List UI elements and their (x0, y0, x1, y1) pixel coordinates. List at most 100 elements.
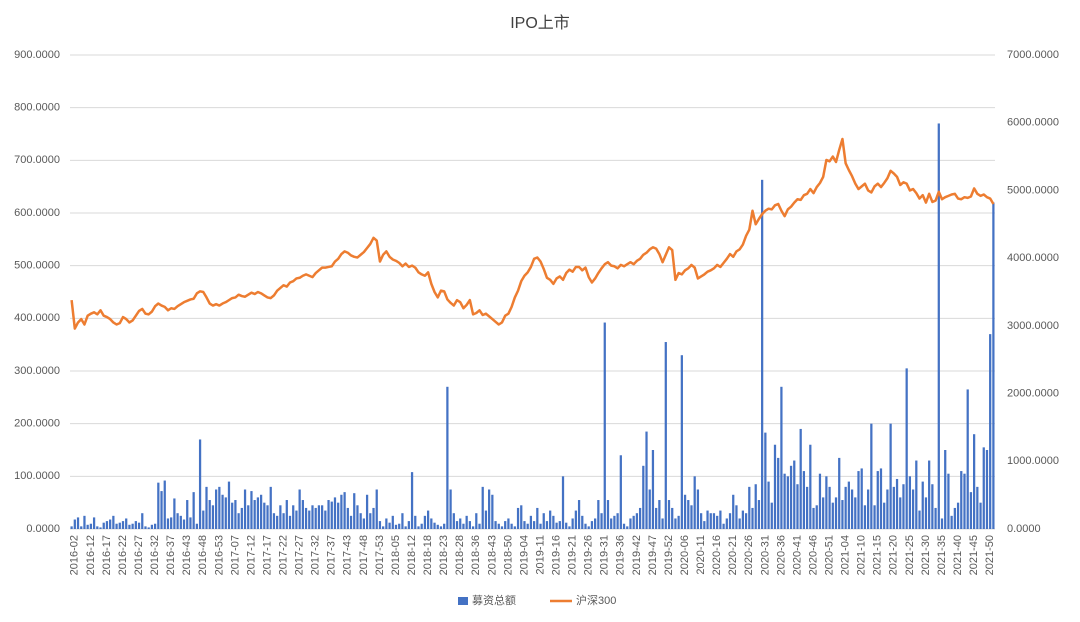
bar (144, 526, 147, 529)
bar (253, 500, 256, 529)
bar (314, 507, 317, 529)
bar (186, 500, 189, 529)
bar (584, 523, 587, 529)
bar (407, 521, 410, 529)
bar (834, 497, 838, 529)
bar (606, 500, 610, 529)
bar (577, 500, 581, 529)
bar (292, 505, 295, 529)
bar (667, 500, 671, 529)
bar (102, 522, 105, 529)
bar (594, 518, 597, 529)
bar (677, 515, 680, 529)
bar (443, 523, 446, 529)
bar (388, 522, 391, 529)
bar (979, 502, 982, 529)
bar (452, 513, 455, 529)
bar (850, 489, 854, 529)
bar (944, 450, 947, 529)
bar (96, 526, 99, 529)
bar (256, 497, 260, 529)
bar (989, 334, 992, 529)
bar (356, 505, 359, 529)
bar (398, 523, 401, 529)
bar (956, 502, 960, 529)
bar (449, 489, 452, 529)
y2-tick-label: 7000.0000 (1007, 49, 1059, 61)
bar (741, 510, 744, 529)
bar (744, 513, 748, 529)
bar (410, 472, 414, 529)
bar (343, 492, 346, 529)
y2-tick-label: 0.0000 (1007, 523, 1041, 535)
bar (446, 386, 449, 529)
bar (147, 527, 150, 529)
x-tick-label: 2018-12 (406, 535, 418, 575)
x-tick-label: 2019-42 (631, 535, 643, 575)
x-tick-label: 2021-45 (968, 535, 980, 575)
bar (555, 522, 558, 529)
x-tick-label: 2018-23 (438, 535, 450, 575)
bar (947, 473, 950, 529)
bar (324, 510, 327, 529)
bar (137, 522, 141, 529)
bar (661, 518, 664, 529)
bar (160, 491, 163, 529)
bar (635, 513, 639, 529)
bar (76, 517, 80, 529)
bar (221, 494, 224, 529)
bar (215, 489, 218, 529)
bar (552, 515, 555, 529)
bar (417, 526, 420, 529)
x-tick-label: 2019-36 (615, 535, 627, 575)
bar (751, 507, 754, 529)
bar (86, 524, 89, 529)
bar (378, 521, 382, 529)
bar (812, 507, 815, 529)
bar (163, 480, 166, 529)
bar (507, 518, 510, 529)
bar (571, 518, 574, 529)
x-tick-label: 2020-41 (791, 535, 803, 575)
x-tick-label: 2017-22 (277, 535, 289, 575)
bar (520, 505, 523, 529)
bar (250, 491, 253, 529)
bar (680, 355, 683, 529)
bar (805, 486, 809, 529)
x-tick-label: 2018-28 (454, 535, 466, 575)
bar (182, 519, 186, 529)
y-tick-label: 100.0000 (14, 470, 60, 482)
bar (876, 471, 879, 529)
bar (372, 507, 375, 529)
bar (192, 492, 195, 529)
bar (545, 521, 549, 529)
x-tick-label: 2016-22 (117, 535, 129, 575)
bar (638, 507, 642, 529)
bar (516, 507, 520, 529)
bar (330, 501, 333, 529)
bar (799, 428, 802, 529)
bar (526, 523, 529, 529)
bar (218, 486, 221, 529)
bar (728, 513, 732, 529)
bar (459, 518, 462, 529)
bar (247, 505, 250, 529)
bar (382, 526, 385, 529)
bar (722, 523, 725, 529)
bar (892, 486, 895, 529)
bar (581, 515, 584, 529)
bar (134, 521, 137, 529)
y2-tick-label: 5000.0000 (1007, 184, 1059, 196)
bar (166, 518, 170, 529)
x-tick-label: 2020-21 (727, 535, 739, 575)
x-tick-label: 2021-40 (952, 535, 964, 575)
bar (873, 505, 876, 529)
bar (481, 486, 484, 529)
bar (259, 494, 263, 529)
x-tick-label: 2020-36 (775, 535, 787, 575)
bar (626, 526, 629, 529)
bar (504, 521, 507, 529)
bar (510, 523, 513, 529)
x-tick-label: 2016-43 (181, 535, 193, 575)
